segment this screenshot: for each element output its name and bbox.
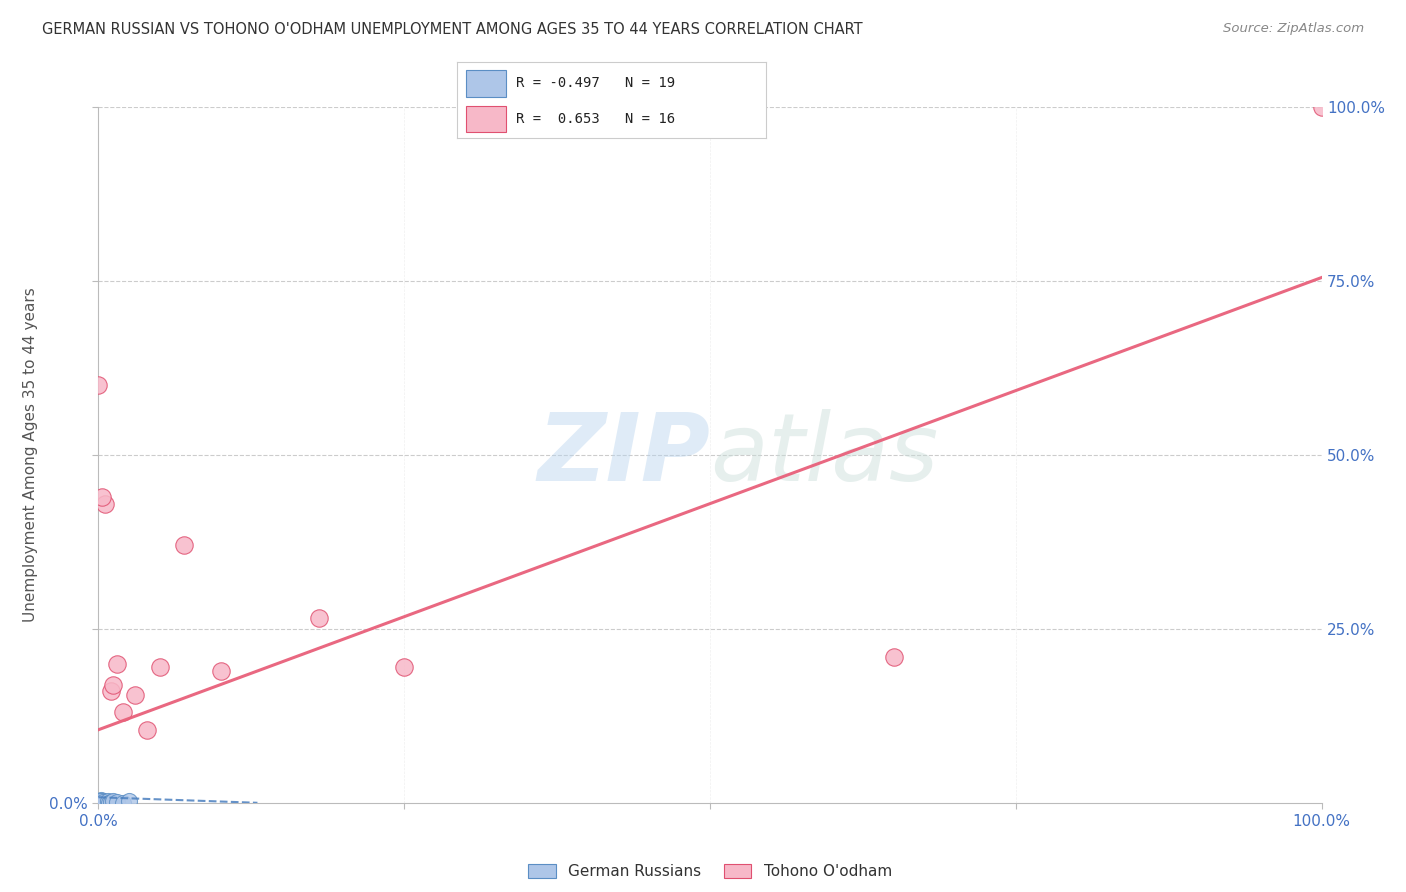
Point [90, 796, 112, 810]
Point [101, 677, 124, 691]
Point [118, 794, 141, 808]
Bar [467, 105, 506, 132]
Point [87, 795, 110, 809]
Point [105, 795, 128, 809]
Point [883, 649, 905, 664]
Text: R = -0.497   N = 19: R = -0.497 N = 19 [516, 77, 675, 90]
Point [100, 684, 122, 698]
Point [173, 538, 195, 552]
Point [308, 611, 330, 625]
Point [97, 794, 120, 808]
Bar [467, 70, 506, 96]
Point [89, 794, 111, 808]
Y-axis label: Unemployment Among Ages 35 to 44 years: Unemployment Among Ages 35 to 44 years [22, 287, 38, 623]
Point [89, 794, 111, 808]
Point [93, 497, 115, 511]
Point [98, 796, 121, 810]
Text: ZIP: ZIP [537, 409, 710, 501]
Point [94, 795, 117, 809]
Text: Source: ZipAtlas.com: Source: ZipAtlas.com [1223, 22, 1364, 36]
Point [100, 795, 122, 809]
Point [111, 706, 134, 720]
Point [91, 795, 114, 809]
Point [87, 378, 110, 392]
Point [124, 688, 146, 702]
Point [209, 664, 232, 678]
Point [149, 660, 172, 674]
Point [93, 796, 115, 810]
Point [91, 794, 114, 808]
Text: atlas: atlas [710, 409, 938, 500]
Point [136, 723, 159, 737]
Point [1310, 100, 1333, 114]
Point [111, 796, 134, 810]
Point [91, 794, 114, 808]
Point [105, 657, 128, 671]
Point [91, 795, 114, 809]
Point [90, 793, 112, 807]
Point [101, 794, 124, 808]
Point [392, 660, 416, 674]
Point [91, 490, 114, 504]
Text: R =  0.653   N = 16: R = 0.653 N = 16 [516, 112, 675, 126]
Legend: German Russians, Tohono O'odham: German Russians, Tohono O'odham [522, 858, 898, 886]
Text: GERMAN RUSSIAN VS TOHONO O'ODHAM UNEMPLOYMENT AMONG AGES 35 TO 44 YEARS CORRELAT: GERMAN RUSSIAN VS TOHONO O'ODHAM UNEMPLO… [42, 22, 863, 37]
Point [96, 796, 118, 810]
